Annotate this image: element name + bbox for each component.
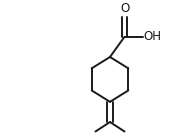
Text: OH: OH [144, 30, 162, 43]
Text: O: O [120, 2, 129, 15]
